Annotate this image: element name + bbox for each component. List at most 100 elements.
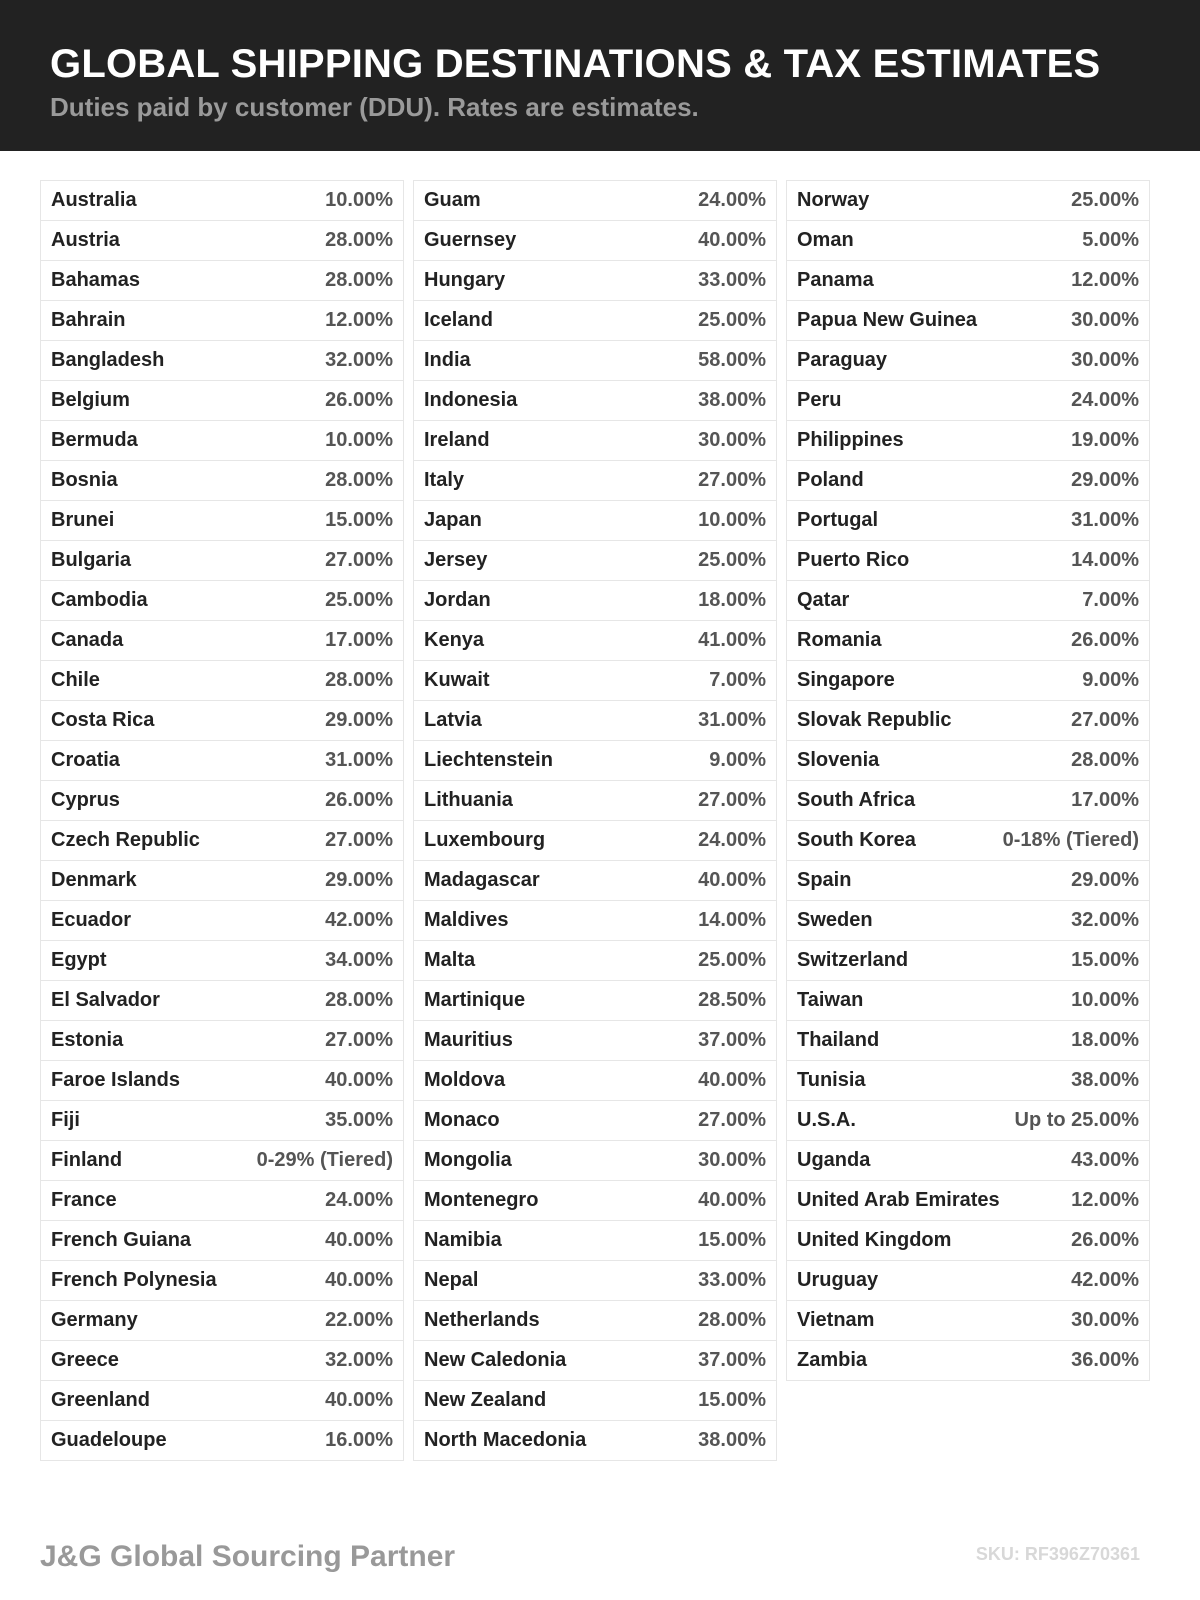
country-name: Netherlands [424,1309,540,1331]
country-name: Latvia [424,709,482,731]
tax-rate: 18.00% [1071,1029,1139,1051]
tax-rate: 12.00% [325,309,393,331]
tax-rate: 10.00% [325,429,393,451]
tax-rate: 19.00% [1071,429,1139,451]
table-row: Tunisia 38.00% [787,1061,1149,1101]
table-row: Belgium 26.00% [41,381,403,421]
country-name: Kenya [424,629,485,651]
table-row: Croatia 31.00% [41,741,403,781]
table-row: Germany 22.00% [41,1301,403,1341]
tax-rate: 29.00% [1071,869,1139,891]
country-name: Puerto Rico [797,549,910,571]
country-name: India [424,349,471,371]
country-name: Switzerland [797,949,909,971]
country-name: Belgium [51,389,130,411]
country-name: Philippines [797,429,904,451]
table-row: Sweden 32.00% [787,901,1149,941]
country-name: Brunei [51,509,115,531]
table-row: Maldives 14.00% [414,901,776,941]
table-row: Denmark 29.00% [41,861,403,901]
table-row: French Guiana 40.00% [41,1221,403,1261]
country-name: Uruguay [797,1269,879,1291]
country-name: Guam [424,189,481,211]
table-row: Puerto Rico 14.00% [787,541,1149,581]
tax-rate: 27.00% [325,549,393,571]
tax-rate: 26.00% [325,789,393,811]
table-row: Norway 25.00% [787,181,1149,221]
tax-rate: 24.00% [1071,389,1139,411]
tax-rate: 38.00% [698,389,766,411]
country-name: Austria [51,229,120,251]
table-row: Namibia 15.00% [414,1221,776,1261]
country-name: Paraguay [797,349,888,371]
table-row: Monaco 27.00% [414,1101,776,1141]
country-name: Guernsey [424,229,517,251]
country-name: South Korea [797,829,916,851]
table-row: Cambodia 25.00% [41,581,403,621]
country-name: Bahamas [51,269,140,291]
country-name: Thailand [797,1029,880,1051]
country-name: Denmark [51,869,137,891]
country-name: Jordan [424,589,491,611]
table-row: Italy 27.00% [414,461,776,501]
country-name: Chile [51,669,100,691]
table-row: Jordan 18.00% [414,581,776,621]
country-name: Taiwan [797,989,864,1011]
table-row: Malta 25.00% [414,941,776,981]
table-row: Jersey 25.00% [414,541,776,581]
country-name: Guadeloupe [51,1429,167,1451]
country-name: North Macedonia [424,1429,587,1451]
table-row: Bermuda 10.00% [41,421,403,461]
tax-rate: 27.00% [1071,709,1139,731]
tax-rate: 30.00% [698,1149,766,1171]
tax-rate: 40.00% [698,1069,766,1091]
table-row: Panama 12.00% [787,261,1149,301]
tax-rate: 25.00% [698,549,766,571]
table-row: French Polynesia 40.00% [41,1261,403,1301]
country-name: Cyprus [51,789,120,811]
tax-rate: 40.00% [698,869,766,891]
country-name: United Arab Emirates [797,1189,1000,1211]
tax-rate: 25.00% [698,949,766,971]
table-row: Latvia 31.00% [414,701,776,741]
tax-rate: 36.00% [1071,1349,1139,1371]
tax-rate: 14.00% [698,909,766,931]
table-row: Austria 28.00% [41,221,403,261]
table-row: Uruguay 42.00% [787,1261,1149,1301]
table-row: Mongolia 30.00% [414,1141,776,1181]
table-row: Iceland 25.00% [414,301,776,341]
tax-rate: 40.00% [325,1069,393,1091]
table-row: Bahamas 28.00% [41,261,403,301]
table-row: Poland 29.00% [787,461,1149,501]
tax-rate: 24.00% [325,1189,393,1211]
country-name: New Caledonia [424,1349,567,1371]
table-row: Ireland 30.00% [414,421,776,461]
tax-rate: 26.00% [1071,1229,1139,1251]
country-name: Japan [424,509,482,531]
table-row: Estonia 27.00% [41,1021,403,1061]
page-title: GLOBAL SHIPPING DESTINATIONS & TAX ESTIM… [50,42,1101,86]
table-row: Martinique 28.50% [414,981,776,1021]
table-row: New Caledonia 37.00% [414,1341,776,1381]
table-row: Brunei 15.00% [41,501,403,541]
tax-rate: 10.00% [325,189,393,211]
rates-column-2: Guam 24.00% Guernsey 40.00% Hungary 33.00% Ice… [413,180,777,1461]
country-name: Bosnia [51,469,118,491]
table-row: Guadeloupe 16.00% [41,1421,403,1461]
brand-name: J&G Global Sourcing Partner [40,1540,456,1573]
tax-rate: 10.00% [698,509,766,531]
table-row: North Macedonia 38.00% [414,1421,776,1461]
country-name: Portugal [797,509,879,531]
tax-rate: 37.00% [698,1349,766,1371]
tax-rate: 40.00% [325,1229,393,1251]
table-row: Taiwan 10.00% [787,981,1149,1021]
table-row: South Africa 17.00% [787,781,1149,821]
table-row: Bulgaria 27.00% [41,541,403,581]
table-row: Zambia 36.00% [787,1341,1149,1381]
country-name: France [51,1189,117,1211]
tax-rate: 32.00% [1071,909,1139,931]
country-name: Romania [797,629,882,651]
table-row: Papua New Guinea 30.00% [787,301,1149,341]
table-row: Madagascar 40.00% [414,861,776,901]
table-row: Greenland 40.00% [41,1381,403,1421]
